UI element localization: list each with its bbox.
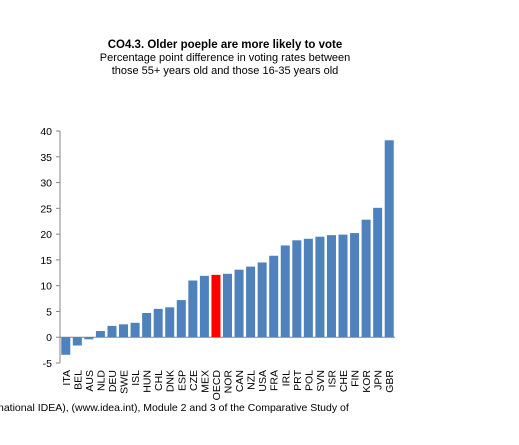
- chart-subtitle-line-2: those 55+ years old and those 16-35 year…: [111, 65, 339, 77]
- bar-usa: [257, 262, 267, 338]
- y-tick-label: 40: [40, 126, 52, 138]
- x-tick-label: ISR: [326, 370, 338, 388]
- y-tick-label: 0: [46, 332, 52, 344]
- bar-svn: [315, 236, 325, 338]
- bar-nld: [95, 331, 105, 338]
- bar-nzl: [246, 266, 256, 338]
- x-tick-label: DNK: [165, 370, 177, 392]
- x-tick-label: CAN: [234, 370, 246, 392]
- y-tick-label: 25: [40, 203, 52, 215]
- x-tick-label: JPN: [373, 370, 385, 390]
- y-tick-label: 30: [40, 178, 52, 190]
- x-tick-label: AUS: [84, 370, 96, 392]
- source-footnote: national IDEA), (www.idea.int), Module 2…: [0, 402, 349, 414]
- x-tick-label: ESP: [176, 370, 188, 391]
- x-tick-label: KOR: [361, 370, 373, 393]
- x-tick-label: NLD: [95, 370, 107, 391]
- bar-deu: [107, 325, 117, 338]
- x-tick-label: FIN: [350, 370, 362, 387]
- bar-fin: [350, 233, 360, 338]
- bar-kor: [361, 219, 371, 338]
- x-tick-label: GBR: [384, 370, 396, 393]
- x-tick-label: HUN: [142, 370, 154, 393]
- y-tick-label: 10: [40, 281, 52, 293]
- chart-subtitle-line-1: Percentage point difference in voting ra…: [99, 52, 351, 64]
- bar-dnk: [165, 307, 175, 338]
- x-tick-label: BEL: [72, 370, 84, 390]
- bar-hun: [142, 312, 152, 338]
- bar-mex: [199, 275, 209, 338]
- x-tick-label: CHL: [153, 370, 165, 391]
- chart-title: CO4.3. Older poeple are more likely to v…: [107, 39, 343, 51]
- chart-title-block: CO4.3. Older poeple are more likely to v…: [20, 38, 430, 78]
- y-tick-label: -5: [43, 358, 52, 370]
- bar-jpn: [373, 207, 383, 338]
- x-tick-label: NZL: [246, 370, 258, 390]
- x-tick-label: PRT: [292, 369, 304, 390]
- x-tick-label: ISL: [130, 370, 142, 386]
- x-tick-label: ITA: [61, 370, 73, 386]
- y-tick-label: 20: [40, 229, 52, 241]
- bar-isl: [130, 322, 140, 338]
- bar-swe: [119, 324, 129, 338]
- bar-ita: [61, 337, 71, 355]
- bar-prt: [292, 240, 302, 338]
- y-tick-label: 15: [40, 255, 52, 267]
- x-tick-label: USA: [257, 370, 269, 392]
- bar-bel: [72, 337, 82, 346]
- bar-aus: [84, 337, 94, 340]
- x-tick-label: OECD: [211, 370, 223, 401]
- bar-esp: [176, 300, 186, 338]
- x-tick-label: SWE: [119, 370, 131, 394]
- x-tick-label: FRA: [269, 370, 281, 391]
- bar-che: [338, 234, 348, 338]
- bar-gbr: [384, 140, 394, 338]
- x-tick-label: IRL: [280, 370, 292, 387]
- x-tick-label: CZE: [188, 370, 200, 391]
- bar-nor: [222, 273, 233, 338]
- x-tick-label: DEU: [107, 370, 119, 392]
- x-tick-label: CHE: [338, 370, 350, 392]
- y-tick-label: 35: [40, 152, 52, 164]
- bar-cze: [188, 280, 198, 338]
- bar-pol: [303, 238, 313, 338]
- y-tick-label: 5: [46, 306, 52, 318]
- x-tick-label: NOR: [223, 370, 235, 394]
- x-tick-label: POL: [303, 370, 315, 391]
- bar-isr: [326, 235, 336, 338]
- x-tick-label: SVN: [315, 370, 327, 392]
- bar-can: [234, 269, 244, 338]
- x-tick-label: MEX: [199, 370, 211, 393]
- bar-oecd: [211, 274, 221, 338]
- bar-fra: [269, 255, 279, 338]
- bar-irl: [280, 245, 290, 338]
- bar-chl: [153, 308, 163, 338]
